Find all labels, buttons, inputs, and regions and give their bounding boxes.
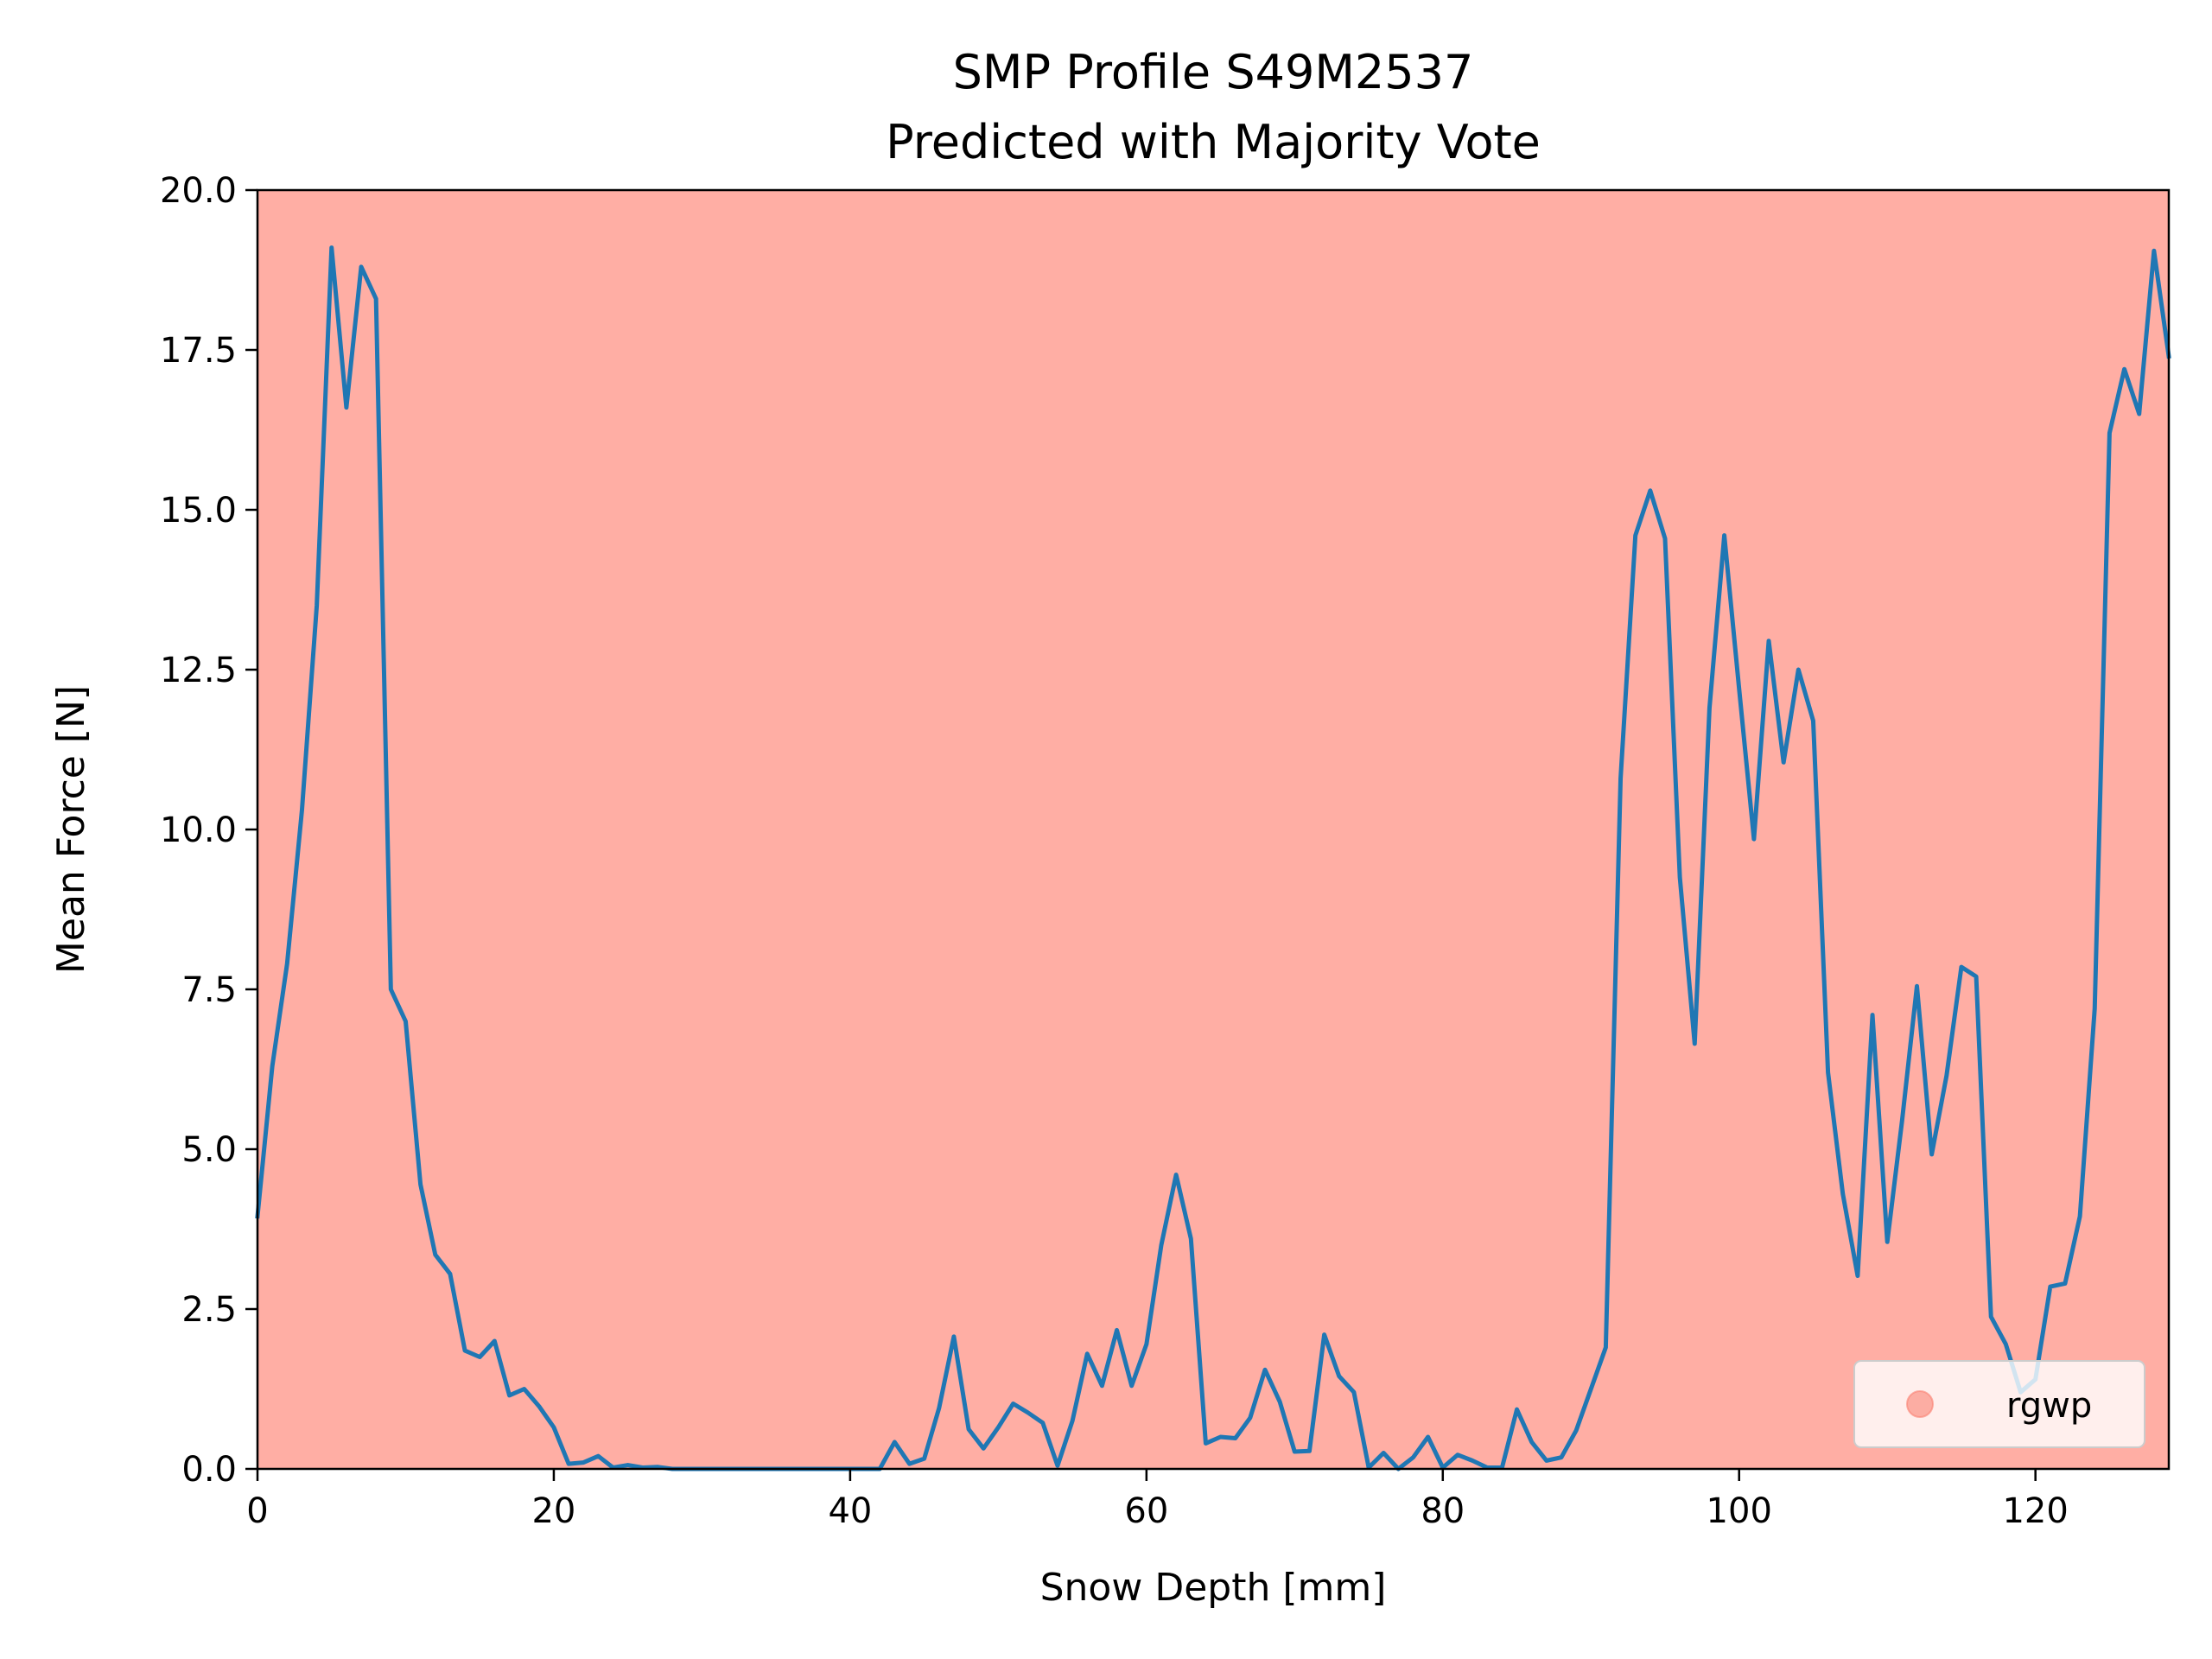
y-axis-label: Mean Force [N] [49, 685, 93, 974]
y-tick-label: 12.5 [160, 651, 237, 690]
plot-background-regions [257, 190, 2169, 1469]
x-axis-label: Snow Depth [mm] [1040, 1566, 1387, 1610]
y-tick-label: 15.0 [160, 491, 237, 531]
y-tick-label: 0.0 [181, 1450, 237, 1490]
series-line-0 [255, 245, 2171, 1471]
y-axis: 0.0 2.5 5.0 7.5 10.0 12.5 15.0 17.5 20.0 [160, 171, 257, 1490]
legend-marker-rgwp [1906, 1390, 1934, 1418]
y-tick-label: 17.5 [160, 331, 237, 371]
background-region-rgwp [257, 190, 2169, 1469]
x-tick-label: 100 [1707, 1491, 1772, 1531]
x-tick-label: 40 [828, 1491, 872, 1531]
legend: rgwp [1853, 1360, 2145, 1448]
x-tick-label: 60 [1124, 1491, 1168, 1531]
legend-label-rgwp: rgwp [2006, 1386, 2092, 1426]
x-tick-label: 20 [531, 1491, 575, 1531]
y-tick-label: 10.0 [160, 810, 237, 850]
y-tick-label: 5.0 [181, 1130, 237, 1170]
y-tick-label: 2.5 [181, 1290, 237, 1330]
y-tick-label: 7.5 [181, 970, 237, 1010]
x-tick-label: 80 [1421, 1491, 1465, 1531]
chart-title: SMP Profile S49M2537 [953, 45, 1474, 99]
x-tick-label: 120 [2002, 1491, 2068, 1531]
x-tick-label: 0 [246, 1491, 268, 1531]
y-tick-label: 20.0 [160, 171, 237, 211]
x-axis: 0 20 40 60 80 100 120 [246, 1469, 2069, 1531]
legend-box [1853, 1360, 2145, 1448]
series-layer [255, 245, 2171, 1471]
chart-subtitle: Predicted with Majority Vote [886, 115, 1541, 169]
